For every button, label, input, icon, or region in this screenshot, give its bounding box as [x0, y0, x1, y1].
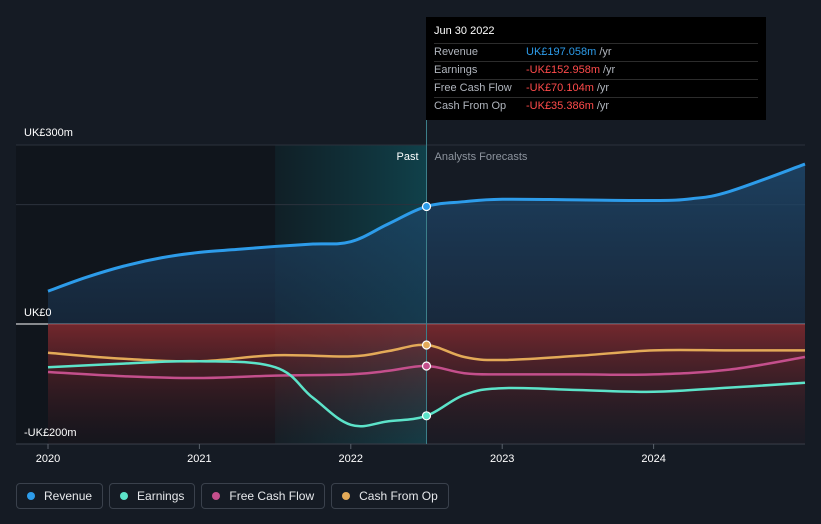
tooltip-date: Jun 30 2022 [434, 25, 495, 37]
legend-item-cash-from-op[interactable]: Cash From Op [331, 483, 449, 509]
chart-area: UK£300m UK£0 -UK£200m Past Analysts Fore… [16, 120, 806, 465]
x-tick-label: 2022 [339, 453, 363, 465]
legend-label: Free Cash Flow [229, 489, 315, 503]
legend-label: Cash From Op [359, 489, 438, 503]
legend-label: Earnings [137, 489, 185, 503]
tooltip-unit: /yr [599, 46, 612, 58]
tooltip-value: -UK£70.104m [526, 82, 594, 94]
tooltip-label: Revenue [434, 46, 479, 58]
tooltip-label: Cash From Op [434, 100, 507, 112]
x-tick-label: 2021 [187, 453, 211, 465]
y-label-bottom: -UK£200m [24, 427, 77, 439]
tooltip-value: UK£197.058m [526, 46, 597, 58]
tooltip-value: -UK£152.958m [526, 64, 600, 76]
cash-from-op-marker [421, 340, 432, 350]
y-label-zero: UK£0 [24, 307, 52, 319]
revenue-line [47, 162, 806, 293]
legend-dot-icon [342, 492, 351, 500]
legend: Revenue Earnings Free Cash Flow Cash From O… [16, 483, 449, 509]
x-tick-label: 2024 [641, 453, 665, 465]
hover-tooltip: Jun 30 2022 Revenue UK£197.058m/yr Earning… [426, 17, 766, 120]
tooltip-label: Free Cash Flow [434, 82, 512, 94]
x-tick-label: 2020 [36, 453, 60, 465]
tooltip-row: Free Cash Flow -UK£70.104m/yr [434, 79, 758, 97]
forecast-label: Analysts Forecasts [435, 151, 528, 163]
tooltip-unit: /yr [596, 100, 610, 112]
x-tick-label: 2023 [490, 453, 514, 465]
legend-label: Revenue [44, 489, 93, 503]
tooltip-value: -UK£35.386m [526, 100, 594, 112]
tooltip-row: Cash From Op -UK£35.386m/yr [434, 97, 758, 115]
tooltip-row: Earnings -UK£152.958m/yr [434, 61, 758, 79]
tooltip-label: Earnings [434, 64, 478, 76]
tooltip-unit: /yr [596, 82, 610, 94]
legend-dot-icon [120, 492, 129, 500]
legend-item-revenue[interactable]: Revenue [16, 483, 104, 509]
legend-dot-icon [27, 492, 35, 500]
y-label-top: UK£300m [24, 127, 73, 139]
earnings-line [47, 359, 806, 428]
legend-item-earnings[interactable]: Earnings [109, 483, 196, 509]
legend-item-free-cash-flow[interactable]: Free Cash Flow [201, 483, 326, 509]
free-cash-flow-marker [421, 361, 432, 371]
earnings-marker [421, 411, 432, 421]
past-label: Past [396, 151, 418, 163]
revenue-marker [421, 201, 432, 212]
tooltip-unit: /yr [603, 64, 616, 76]
legend-dot-icon [212, 492, 221, 500]
tooltip-row: Revenue UK£197.058m/yr [434, 43, 758, 61]
